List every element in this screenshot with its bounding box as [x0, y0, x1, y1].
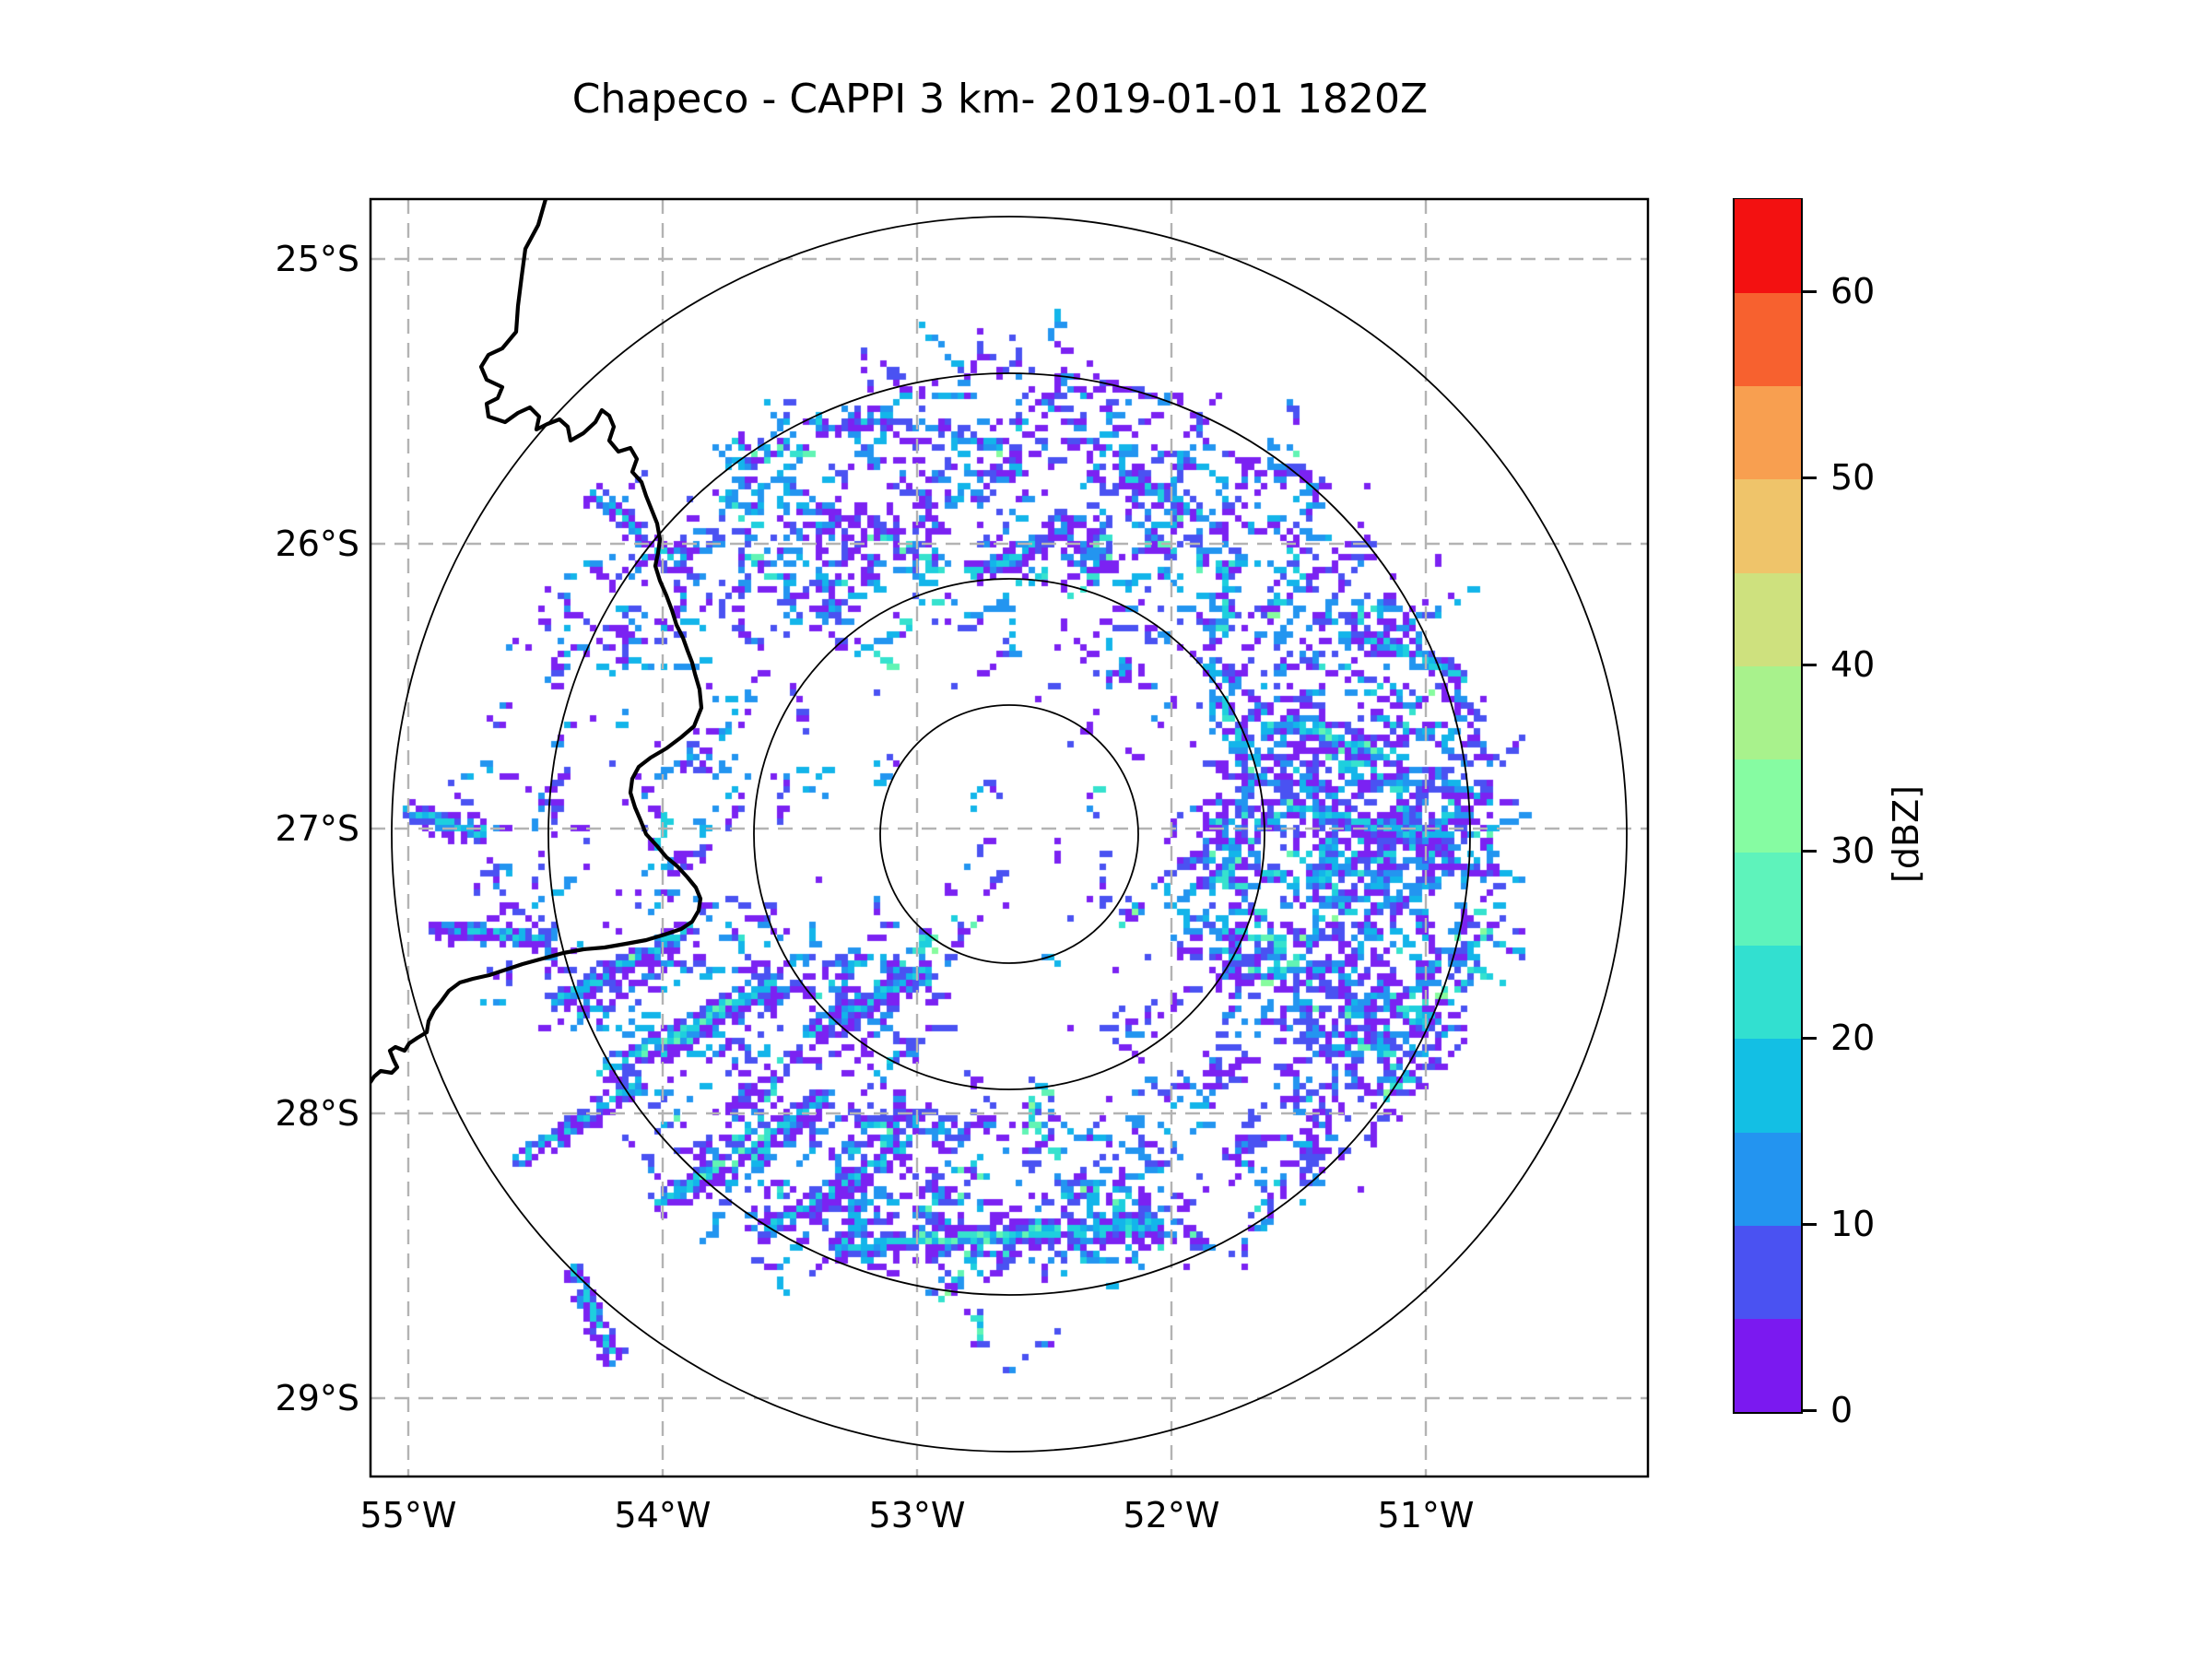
lon-tick-52w: 52°W [1123, 1495, 1220, 1535]
colorbar-segment [1735, 385, 1801, 480]
lon-tick-55w: 55°W [359, 1495, 457, 1535]
colorbar-segment [1735, 478, 1801, 573]
colorbar-segment [1735, 572, 1801, 666]
radar-range-ring [547, 372, 1471, 1296]
cbar-tick-40: 40 [1830, 644, 1876, 685]
colorbar-segment [1735, 199, 1801, 294]
radar-range-ring [391, 216, 1628, 1453]
colorbar-segment [1735, 292, 1801, 387]
cbar-tick-20: 20 [1830, 1018, 1876, 1058]
cbar-tick-0: 0 [1830, 1390, 1853, 1430]
radar-echo-canvas [371, 199, 1648, 1477]
colorbar-tick-mark [1801, 1223, 1817, 1226]
colorbar-segment [1735, 759, 1801, 853]
lat-tick-29s: 29°S [275, 1378, 359, 1418]
colorbar-tick-mark [1801, 1037, 1817, 1040]
colorbar-axis-label: [dBZ] [1886, 785, 1926, 883]
plot-frame [369, 197, 1650, 1478]
lon-tick-51w: 51°W [1377, 1495, 1475, 1535]
lat-tick-25s: 25°S [275, 239, 359, 279]
radar-range-ring [753, 578, 1265, 1090]
lat-tick-28s: 28°S [275, 1093, 359, 1134]
colorbar-tick-mark [1801, 290, 1817, 293]
colorbar-segment [1735, 1038, 1801, 1133]
cbar-tick-10: 10 [1830, 1204, 1876, 1244]
colorbar-segment [1735, 1318, 1801, 1412]
colorbar-tick-mark [1801, 664, 1817, 666]
colorbar-tick-mark [1801, 1409, 1817, 1412]
page-title: Chapeco - CAPPI 3 km- 2019-01-01 1820Z [571, 76, 1429, 123]
cbar-tick-50: 50 [1830, 457, 1876, 498]
lon-tick-53w: 53°W [868, 1495, 966, 1535]
colorbar-tick-mark [1801, 477, 1817, 479]
colorbar-segment [1735, 1131, 1801, 1226]
lat-tick-26s: 26°S [275, 524, 359, 564]
radar-range-ring [879, 704, 1139, 964]
state-border-line [371, 199, 704, 1085]
lat-tick-27s: 27°S [275, 808, 359, 849]
cbar-tick-60: 60 [1830, 271, 1876, 312]
colorbar-tick-mark [1801, 850, 1817, 853]
colorbar-segment [1735, 665, 1801, 759]
cbar-tick-30: 30 [1830, 830, 1876, 871]
colorbar [1733, 198, 1803, 1414]
colorbar-segment [1735, 1225, 1801, 1319]
lon-tick-54w: 54°W [614, 1495, 712, 1535]
colorbar-segment [1735, 945, 1801, 1040]
colorbar-segment [1735, 852, 1801, 947]
